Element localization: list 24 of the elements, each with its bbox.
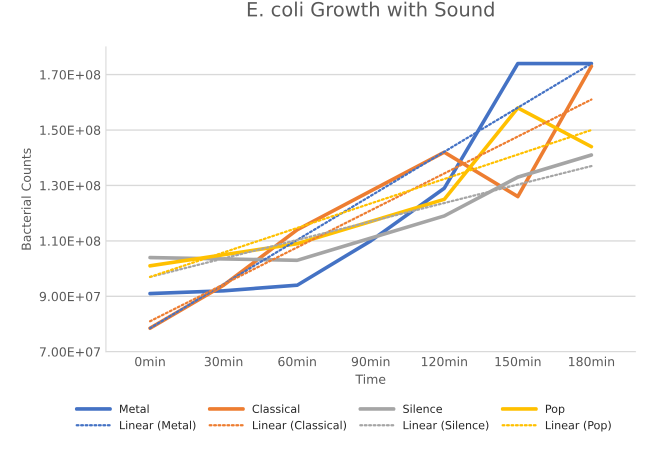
legend-label: Pop bbox=[546, 404, 564, 416]
x-tick-label: 90min bbox=[352, 356, 390, 366]
chart-title: E. coli Growth with Sound bbox=[248, 2, 494, 17]
y-tick-label: 9.00E+07 bbox=[40, 292, 100, 302]
legend-label: Linear (Pop) bbox=[546, 420, 611, 432]
y-tick-label: 1.10E+08 bbox=[40, 236, 100, 246]
y-tick-label: 7.00E+07 bbox=[40, 347, 100, 357]
x-tick-label: 60min bbox=[278, 356, 316, 366]
legend-label: Linear (Metal) bbox=[120, 420, 196, 431]
x-tick-label: 30min bbox=[204, 356, 242, 366]
x-tick-label: 150min bbox=[495, 356, 540, 366]
legend-label: Metal bbox=[120, 404, 149, 414]
legend-label: Linear (Silence) bbox=[404, 420, 488, 431]
legend-label: Linear (Classical) bbox=[253, 420, 346, 431]
y-tick-label: 1.50E+08 bbox=[40, 126, 100, 135]
y-tick-label: 1.30E+08 bbox=[40, 180, 100, 190]
legend-label: Classical bbox=[252, 404, 300, 414]
x-tick-label: 120min bbox=[422, 356, 467, 366]
x-tick-label: 0min bbox=[135, 356, 165, 366]
y-tick-label: 1.70E+08 bbox=[40, 70, 100, 80]
legend-label: Silence bbox=[403, 404, 442, 414]
y-axis-title: Bacterial Counts bbox=[21, 148, 31, 250]
x-tick-label: 180min bbox=[569, 356, 614, 366]
x-axis-title: Time bbox=[355, 374, 386, 384]
